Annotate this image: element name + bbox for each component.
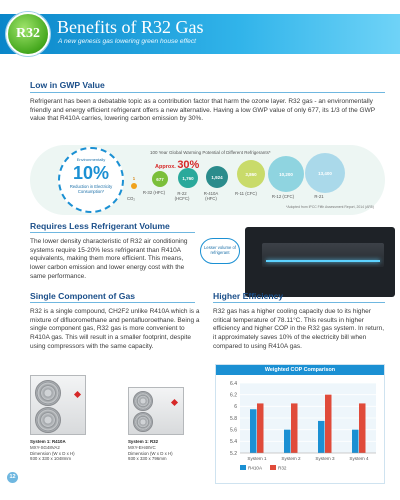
indoor-unit-glow: [266, 260, 380, 262]
gwp-infographic-title: 100 Year Global Warming Potential of Dif…: [150, 150, 271, 155]
electricity-reduction-circle: Environmentally 10% Reduction in Electri…: [58, 147, 124, 213]
x-tick-label: System 1: [247, 456, 267, 461]
gwp-bubble: 677: [152, 171, 168, 187]
y-tick-label: 6.2: [230, 392, 237, 398]
fan-icon: [133, 412, 153, 432]
x-tick-label: System 3: [315, 456, 335, 461]
gwp-bubble: 1,924: [206, 166, 228, 188]
bar: [325, 394, 332, 453]
page-title: Benefits of R32 Gas: [57, 17, 204, 37]
unit-dimension-label: Dimension (W x D x H): [30, 450, 75, 456]
legend-swatch: [240, 465, 246, 470]
fan-icon: [35, 407, 61, 433]
y-tick-label: 5.6: [230, 427, 237, 433]
unit-dimension-label: Dimension (W x D x H): [128, 450, 173, 456]
chart-title: Weighted COP Comparison: [216, 365, 384, 375]
gwp-bubble-label: R-12 (CFC): [271, 194, 295, 199]
divider: [30, 302, 195, 303]
gwp-bubble-label: R-22 (HCFC): [174, 191, 190, 201]
gwp-bubble: 1,760: [178, 168, 198, 188]
divider: [30, 92, 385, 93]
volume-body: The lower density characteristic of R32 …: [30, 238, 188, 280]
gwp-bubble-label: R-11 (CFC): [235, 191, 257, 196]
y-tick-label: 6.4: [230, 381, 237, 387]
efficiency-heading: Higher Efficiency: [213, 291, 284, 301]
volume-heading: Requires Less Refrigerant Volume: [30, 221, 170, 231]
divider: [30, 232, 195, 233]
efficiency-body: R32 gas has a higher cooling capacity du…: [213, 308, 385, 350]
x-tick-label: System 2: [281, 456, 301, 461]
bar: [284, 429, 291, 453]
unit-model: MXY-SG48VA2: [30, 444, 60, 450]
unit-dimension: 930 x 330 x 1048mm: [30, 456, 72, 462]
gwp-bubble: 3,860: [237, 160, 265, 188]
lesser-volume-callout: Lesser volume of refrigerant: [200, 238, 240, 264]
gwp-bubble-label: R-410A (HFC): [203, 191, 219, 201]
low-gwp-body: Refrigerant has been a debatable topic a…: [30, 98, 375, 123]
page-header: R32 Benefits of R32 Gas A new genesis ga…: [0, 0, 400, 62]
gwp-bubble-label: R-21: [314, 194, 324, 199]
unit-caption-2: System 1: R32 MXY-EH48VC Dimension (W x …: [128, 439, 208, 462]
gwp-bubble: [131, 183, 137, 189]
low-gwp-heading: Low in GWP Value: [30, 80, 105, 90]
indoor-unit: [262, 243, 384, 267]
unit-name: System 1: R32: [128, 439, 159, 444]
approx-prefix: Approx.: [155, 164, 176, 170]
single-component-body: R32 is a single compound, CH2F2 unlike R…: [30, 308, 200, 350]
r32-badge: R32: [6, 12, 50, 56]
bar: [318, 420, 325, 453]
bar: [291, 403, 298, 453]
unit-model: MXY-EH48VC: [128, 444, 156, 450]
legend-label: R410A: [248, 466, 263, 471]
gwp-bubble-value: 1: [132, 176, 136, 181]
circle-bottom-label: Reduction in Electricity Consumption*: [69, 184, 113, 194]
bar: [352, 429, 359, 453]
bar: [359, 403, 366, 453]
unit-name: System 1: R410A: [30, 439, 66, 444]
header-bar: [0, 14, 400, 54]
cop-chart-plot: 5.2 5.4 5.6 5.8 6 6.2 6.4 System 1 System 2 Syste…: [230, 381, 376, 471]
page-number: 12: [7, 472, 18, 483]
page-subtitle: A new genesis gas lowering green house e…: [58, 38, 196, 45]
y-tick-label: 5.4: [230, 439, 237, 445]
bar: [250, 409, 257, 453]
x-tick-label: System 4: [349, 456, 369, 461]
gwp-bubble: 10,200: [268, 156, 304, 192]
fan-icon: [133, 391, 153, 411]
y-tick-label: 5.8: [230, 416, 237, 422]
gwp-bubble: 13,400: [305, 153, 345, 193]
gwp-bubble-label: R-32 (HFC): [142, 190, 166, 195]
gwp-bubble-label: CO₂: [126, 196, 136, 201]
circle-top-label: Environmentally: [76, 157, 106, 162]
legend-label: R32: [278, 466, 287, 471]
circle-percent: 10%: [72, 163, 110, 183]
y-tick-label: 5.2: [230, 451, 237, 457]
unit-caption-1: System 1: R410A MXY-SG48VA2 Dimension (W…: [30, 439, 110, 462]
badge-label: R32: [15, 26, 41, 41]
unit-dimension: 930 x 330 x 796mm: [128, 456, 167, 462]
y-tick-label: 6: [234, 404, 237, 410]
single-component-heading: Single Component of Gas: [30, 291, 136, 301]
fan-icon: [35, 380, 61, 406]
legend-swatch: [270, 465, 276, 470]
gwp-footnote: *Adopted from IPCC Fifth Assessment Repo…: [286, 205, 374, 209]
bar: [257, 403, 264, 453]
divider: [213, 302, 385, 303]
cop-chart: Weighted COP Comparison 5.2 5.4 5.6 5.8 6 6.2…: [215, 364, 385, 484]
